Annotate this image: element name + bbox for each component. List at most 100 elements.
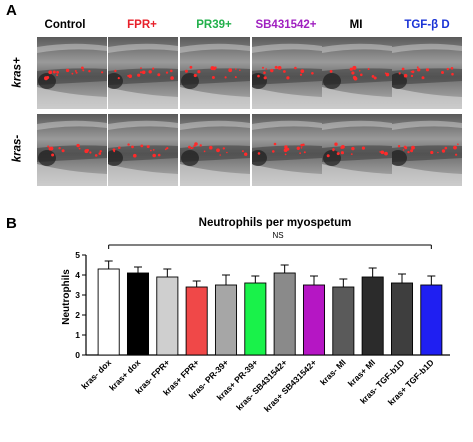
neutrophil-dot xyxy=(272,150,275,153)
neutrophil-dot xyxy=(101,71,104,74)
neutrophil-dot xyxy=(401,67,405,71)
neutrophil-dot xyxy=(112,148,116,152)
neutrophil-dot xyxy=(165,71,169,74)
neutrophil-dot xyxy=(141,70,146,75)
neutrophil-dot xyxy=(257,74,260,78)
neutrophil-dot xyxy=(191,147,194,149)
neutrophil-dot xyxy=(397,145,401,148)
neutrophil-dot xyxy=(190,147,193,150)
neutrophil-dot xyxy=(283,70,286,73)
neutrophil-dot xyxy=(336,152,340,156)
y-tick-label: 0 xyxy=(75,350,80,360)
significance-bracket: NS xyxy=(108,231,432,249)
neutrophil-dot xyxy=(386,73,389,76)
neutrophil-dot xyxy=(351,146,355,151)
neutrophil-dot xyxy=(437,151,439,154)
neutrophil-dot xyxy=(352,75,357,80)
x-tick-label: kras+ SB431542+ xyxy=(262,357,319,414)
bar-kras+-FPR+ xyxy=(185,286,208,356)
neutrophil-dot xyxy=(265,68,267,70)
neutrophil-dot xyxy=(52,70,56,74)
panel-a-letter: A xyxy=(6,2,17,19)
neutrophil-dot xyxy=(300,69,305,73)
x-tick-label: kras- SB431542+ xyxy=(234,357,289,412)
neutrophil-dot xyxy=(137,73,141,77)
neutrophil-dot xyxy=(358,70,361,72)
panel-b-letter: B xyxy=(6,215,17,232)
neutrophil-dot xyxy=(410,74,414,78)
y-tick-label: 3 xyxy=(75,290,80,300)
neutrophil-dot xyxy=(444,146,448,150)
neutrophil-dot xyxy=(184,69,188,73)
neutrophil-dot xyxy=(58,147,61,150)
neutrophil-dot xyxy=(188,145,191,149)
fish-image-kras--PR39+ xyxy=(180,114,250,186)
neutrophil-dot xyxy=(441,71,444,74)
neutrophil-dot xyxy=(140,144,144,148)
column-header-tgfb: TGF-β D xyxy=(404,19,450,31)
neutrophil-dot xyxy=(133,153,137,158)
fish-image-kras--SB431542+ xyxy=(252,114,322,186)
neutrophil-dot xyxy=(294,66,297,70)
neutrophil-dot xyxy=(411,145,415,150)
neutrophil-dot xyxy=(128,74,132,78)
fish-image-kras--Control xyxy=(37,114,107,186)
neutrophil-dot xyxy=(455,153,458,156)
neutrophil-dot xyxy=(286,76,290,80)
fish-image-kras+-PR39+ xyxy=(180,37,250,109)
neutrophil-dot xyxy=(117,77,120,80)
column-header-mi: MI xyxy=(349,19,363,31)
neutrophil-dot xyxy=(113,150,116,153)
neutrophil-dot xyxy=(199,144,202,147)
fish-image-kras+-FPR+ xyxy=(108,37,178,109)
neutrophil-dot xyxy=(334,142,338,146)
neutrophil-dot xyxy=(152,67,155,70)
y-axis-label: Neutrophils xyxy=(61,269,72,325)
column-header-sb431542: SB431542+ xyxy=(255,19,317,31)
neutrophil-dot xyxy=(371,75,375,78)
neutrophil-dot xyxy=(152,153,156,158)
neutrophil-dot xyxy=(140,67,142,69)
neutrophil-dot xyxy=(411,70,415,74)
bar-kras+-PR-39+ xyxy=(244,282,267,356)
neutrophil-dot xyxy=(244,152,248,156)
neutrophil-dot xyxy=(228,68,233,73)
neutrophil-dot xyxy=(270,68,274,73)
neutrophil-dot xyxy=(216,148,220,153)
neutrophil-dot xyxy=(373,76,377,80)
neutrophil-dot xyxy=(430,150,434,155)
fish-image-kras+-SB431542+ xyxy=(252,37,322,109)
neutrophil-dot xyxy=(302,143,305,147)
neutrophil-dot xyxy=(274,65,278,69)
neutrophil-dot xyxy=(203,150,206,153)
neutrophil-dot xyxy=(49,146,54,151)
neutrophil-dot xyxy=(453,145,457,150)
neutrophil-dot xyxy=(56,74,59,77)
fish-image-kras--TGF-β D xyxy=(392,114,462,186)
neutrophil-dot xyxy=(341,145,345,149)
neutrophil-dot xyxy=(277,66,282,70)
bar-kras+-TGF-b1D xyxy=(420,284,443,356)
neutrophil-dot xyxy=(118,146,121,149)
neutrophil-dot xyxy=(326,154,330,158)
bar-kras--TGF-b1D xyxy=(390,282,414,356)
neutrophil-dot xyxy=(224,76,227,79)
neutrophil-dot xyxy=(51,153,55,157)
fish-image-kras--FPR+ xyxy=(108,114,178,186)
neutrophil-dot xyxy=(451,72,454,76)
neutrophil-dot xyxy=(214,66,217,69)
neutrophil-dot xyxy=(379,151,381,153)
neutrophil-dot xyxy=(47,145,50,148)
neutrophil-dot xyxy=(239,69,241,71)
neutrophil-dot xyxy=(166,147,169,150)
fish-image-kras--MI xyxy=(322,114,392,186)
neutrophil-dot xyxy=(127,143,130,146)
neutrophil-dot xyxy=(417,68,421,72)
neutrophil-dot xyxy=(384,151,388,156)
neutrophil-dot xyxy=(157,153,161,157)
neutrophil-dot xyxy=(263,76,267,80)
bar-kras--FPR+ xyxy=(156,276,179,356)
column-header-pr39: PR39+ xyxy=(196,19,232,31)
neutrophil-dot xyxy=(384,72,387,74)
neutrophil-dot xyxy=(74,70,77,72)
